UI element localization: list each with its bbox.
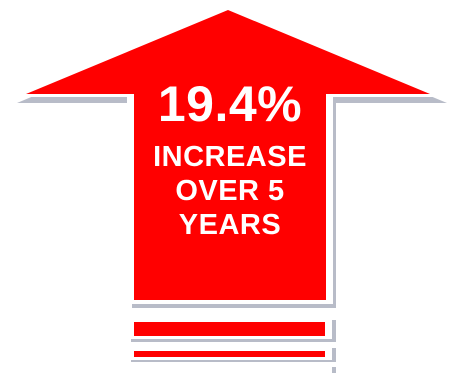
arrow-body bbox=[26, 10, 430, 300]
stripe-outline-3 bbox=[127, 365, 332, 373]
stripe-1 bbox=[134, 322, 325, 336]
headline-percentage: 19.4% bbox=[157, 76, 303, 132]
caption-line-1: INCREASE bbox=[153, 141, 307, 173]
stripe-2 bbox=[134, 351, 325, 357]
caption-line-3: YEARS bbox=[178, 209, 282, 241]
caption-line-2: OVER 5 bbox=[175, 175, 285, 207]
